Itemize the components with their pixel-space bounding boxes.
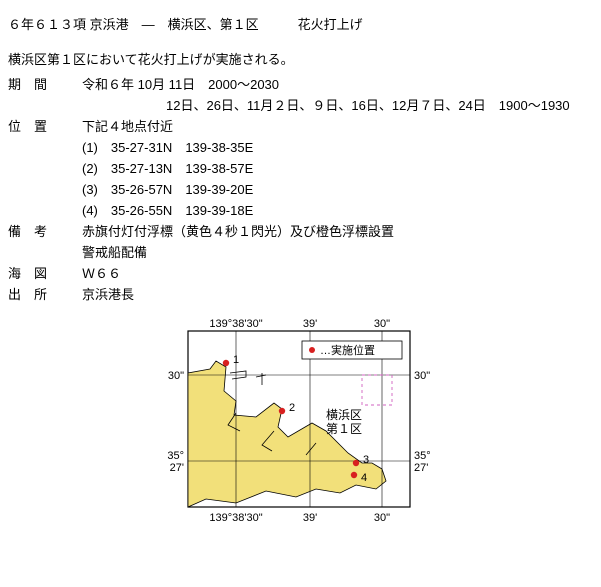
source-value: 京浜港長 bbox=[82, 284, 593, 303]
source-row: 出 所 京浜港長 bbox=[8, 284, 593, 303]
period-row: 期 間 令和６年 10月 11日 2000～2030 bbox=[8, 74, 593, 93]
remarks-line1: 赤旗付灯付浮標（黄色４秒１閃光）及び橙色浮標設置 bbox=[82, 221, 593, 240]
period-label: 期 間 bbox=[8, 74, 82, 93]
position-point-3: (3) 35-26-57N 139-39-20E bbox=[82, 179, 593, 198]
intro-text: 横浜区第１区において花火打上げが実施される。 bbox=[8, 49, 593, 68]
svg-text:35°: 35° bbox=[167, 450, 184, 462]
position-point-4: (4) 35-26-55N 139-39-18E bbox=[82, 200, 593, 219]
svg-text:30": 30" bbox=[373, 318, 389, 330]
position-point-1: (1) 35-27-31N 139-38-35E bbox=[82, 137, 593, 156]
map-figure: 139°38'30" 39' 30" 139°38'30" 39' 30" 30… bbox=[166, 313, 436, 525]
svg-text:30": 30" bbox=[373, 512, 389, 524]
svg-text:第１区: 第１区 bbox=[326, 422, 362, 436]
svg-text:横浜区: 横浜区 bbox=[326, 408, 362, 422]
svg-text:39': 39' bbox=[302, 512, 316, 524]
period-line1: 令和６年 10月 11日 2000～2030 bbox=[82, 74, 593, 93]
svg-text:3: 3 bbox=[363, 454, 369, 466]
chart-label: 海 図 bbox=[8, 263, 82, 282]
svg-text:4: 4 bbox=[361, 472, 367, 484]
remarks-line2: 警戒船配備 bbox=[82, 242, 593, 261]
svg-text:39': 39' bbox=[302, 318, 316, 330]
svg-text:1: 1 bbox=[233, 354, 239, 366]
svg-text:30": 30" bbox=[167, 370, 183, 382]
position-label: 位 置 bbox=[8, 116, 82, 135]
svg-text:139°38'30": 139°38'30" bbox=[209, 512, 262, 524]
svg-text:2: 2 bbox=[289, 402, 295, 414]
svg-text:35°: 35° bbox=[414, 450, 431, 462]
remarks-label: 備 考 bbox=[8, 221, 82, 240]
position-intro: 下記４地点付近 bbox=[82, 116, 593, 135]
source-label: 出 所 bbox=[8, 284, 82, 303]
period-line2: 12日、26日、11月２日、９日、16日、12月７日、24日 1900～1930 bbox=[166, 95, 593, 114]
svg-text:30": 30" bbox=[414, 370, 430, 382]
svg-text:27': 27' bbox=[414, 462, 428, 474]
svg-text:27': 27' bbox=[169, 462, 183, 474]
position-row: 位 置 下記４地点付近 bbox=[8, 116, 593, 135]
svg-text:139°38'30": 139°38'30" bbox=[209, 318, 262, 330]
position-point-2: (2) 35-27-13N 139-38-57E bbox=[82, 158, 593, 177]
svg-text:…実施位置: …実施位置 bbox=[320, 343, 375, 357]
remarks-row: 備 考 赤旗付灯付浮標（黄色４秒１閃光）及び橙色浮標設置 bbox=[8, 221, 593, 240]
chart-row: 海 図 Ｗ６６ bbox=[8, 263, 593, 282]
notice-title: ６年６１３項 京浜港 ― 横浜区、第１区 花火打上げ bbox=[8, 14, 593, 33]
chart-value: Ｗ６６ bbox=[82, 263, 593, 282]
